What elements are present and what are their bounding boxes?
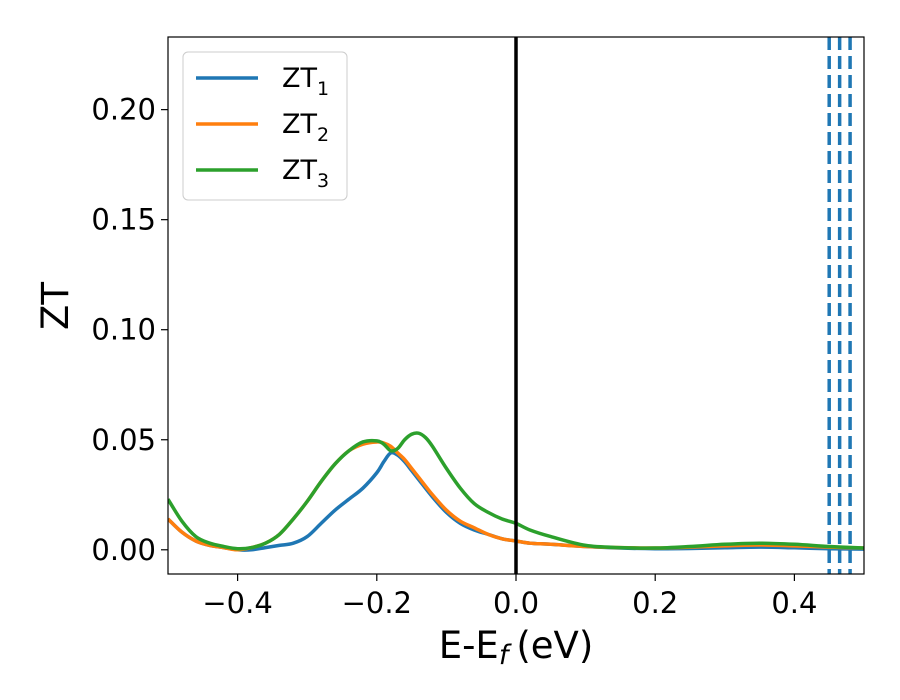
x-axis-title: E-Ef (eV) xyxy=(439,624,594,671)
legend: ZT1 ZT2 ZT3 xyxy=(182,51,348,201)
y-tick-label: 0.00 xyxy=(91,533,156,567)
legend-label-2: ZT2 xyxy=(282,109,329,146)
y-axis-title: ZT xyxy=(34,282,77,330)
x-tick-label: 0.4 xyxy=(771,586,817,620)
legend-label-3: ZT3 xyxy=(282,155,329,192)
y-tick-label: 0.10 xyxy=(91,313,156,347)
y-tick-label: 0.20 xyxy=(91,93,156,127)
axes: −0.4 −0.2 0.0 0.2 0.4 0.00 0.05 0.10 0.15 0.20 xyxy=(91,93,817,620)
x-tick-label: −0.2 xyxy=(342,586,412,620)
x-tick-label: 0.2 xyxy=(632,586,678,620)
legend-label-1: ZT1 xyxy=(282,63,329,100)
legend-box xyxy=(182,51,348,201)
y-tick-label: 0.05 xyxy=(91,423,156,457)
x-tick-label: 0.0 xyxy=(493,586,539,620)
y-tick-label: 0.15 xyxy=(91,203,156,237)
series-line-3 xyxy=(168,431,864,551)
x-tick-label: −0.4 xyxy=(202,586,272,620)
plot-area xyxy=(168,37,864,574)
